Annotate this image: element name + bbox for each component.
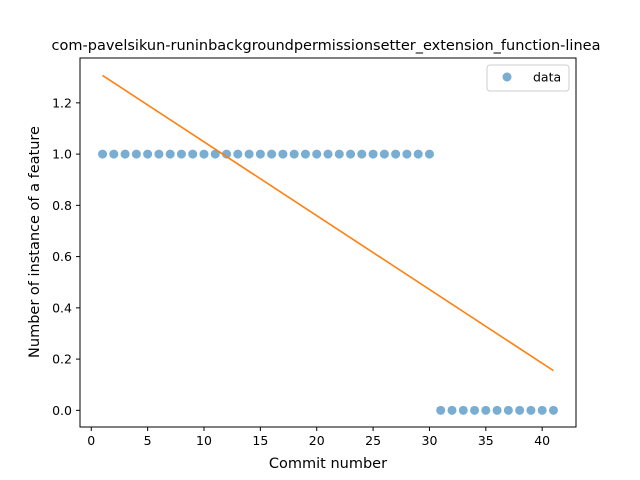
- data-point: [481, 405, 491, 415]
- y-tick-label: 0.4: [52, 300, 72, 315]
- y-tick-label: 0.2: [52, 352, 72, 367]
- y-tick-label: 0.6: [52, 249, 72, 264]
- data-point: [334, 149, 344, 159]
- data-point: [143, 149, 153, 159]
- data-point: [176, 149, 186, 159]
- data-point: [537, 405, 547, 415]
- data-point: [424, 149, 434, 159]
- x-tick-label: 30: [422, 433, 438, 448]
- x-axis-label: Commit number: [269, 456, 387, 472]
- data-point: [222, 149, 232, 159]
- data-point: [447, 405, 457, 415]
- data-point: [109, 149, 119, 159]
- data-point: [278, 149, 288, 159]
- data-point: [267, 149, 277, 159]
- data-point: [244, 149, 254, 159]
- data-point: [402, 149, 412, 159]
- data-point: [492, 405, 502, 415]
- y-tick-label: 1.2: [52, 95, 72, 110]
- data-point: [300, 149, 310, 159]
- data-point: [289, 149, 299, 159]
- y-tick-label: 1.0: [52, 147, 72, 162]
- data-point: [199, 149, 209, 159]
- x-tick-label: 40: [534, 433, 550, 448]
- data-point: [120, 149, 130, 159]
- data-point: [98, 149, 108, 159]
- data-point: [165, 149, 175, 159]
- data-point: [323, 149, 333, 159]
- x-tick-label: 15: [252, 433, 268, 448]
- data-point: [368, 149, 378, 159]
- x-tick-label: 20: [309, 433, 325, 448]
- plot-area: [98, 74, 558, 415]
- chart-title: com-pavelsikun-runinbackgroundpermission…: [52, 38, 601, 54]
- legend-marker-data: [502, 72, 512, 82]
- x-tick-label: 25: [365, 433, 381, 448]
- data-point: [470, 405, 480, 415]
- x-axis: 0 5 10 15 20 25 30 35 40: [87, 427, 550, 448]
- y-tick-label: 0.0: [52, 403, 72, 418]
- data-point: [515, 405, 525, 415]
- axes-frame: [79, 57, 577, 428]
- data-point: [210, 149, 220, 159]
- data-point: [312, 149, 322, 159]
- data-point: [458, 405, 468, 415]
- x-tick-label: 0: [87, 433, 95, 448]
- y-axis: 0.0 0.2 0.4 0.6 0.8 1.0 1.2: [52, 95, 80, 418]
- x-tick-label: 10: [196, 433, 212, 448]
- x-tick-label: 35: [478, 433, 494, 448]
- data-point: [503, 405, 513, 415]
- data-point: [379, 149, 389, 159]
- data-point: [413, 149, 423, 159]
- data-point: [233, 149, 243, 159]
- data-point: [357, 149, 367, 159]
- data-point: [188, 149, 198, 159]
- legend-box: [486, 64, 570, 92]
- legend-label-data: data: [533, 70, 561, 85]
- fit-line: [102, 74, 554, 372]
- y-axis-label: Number of instance of a feature: [27, 126, 43, 358]
- data-point: [131, 149, 141, 159]
- data-point: [154, 149, 164, 159]
- y-tick-label: 0.8: [52, 198, 72, 213]
- data-point: [436, 405, 446, 415]
- data-point: [346, 149, 356, 159]
- data-point: [548, 405, 558, 415]
- data-point: [391, 149, 401, 159]
- data-point: [526, 405, 536, 415]
- legend: data: [486, 64, 570, 92]
- x-tick-label: 5: [144, 433, 152, 448]
- data-point: [255, 149, 265, 159]
